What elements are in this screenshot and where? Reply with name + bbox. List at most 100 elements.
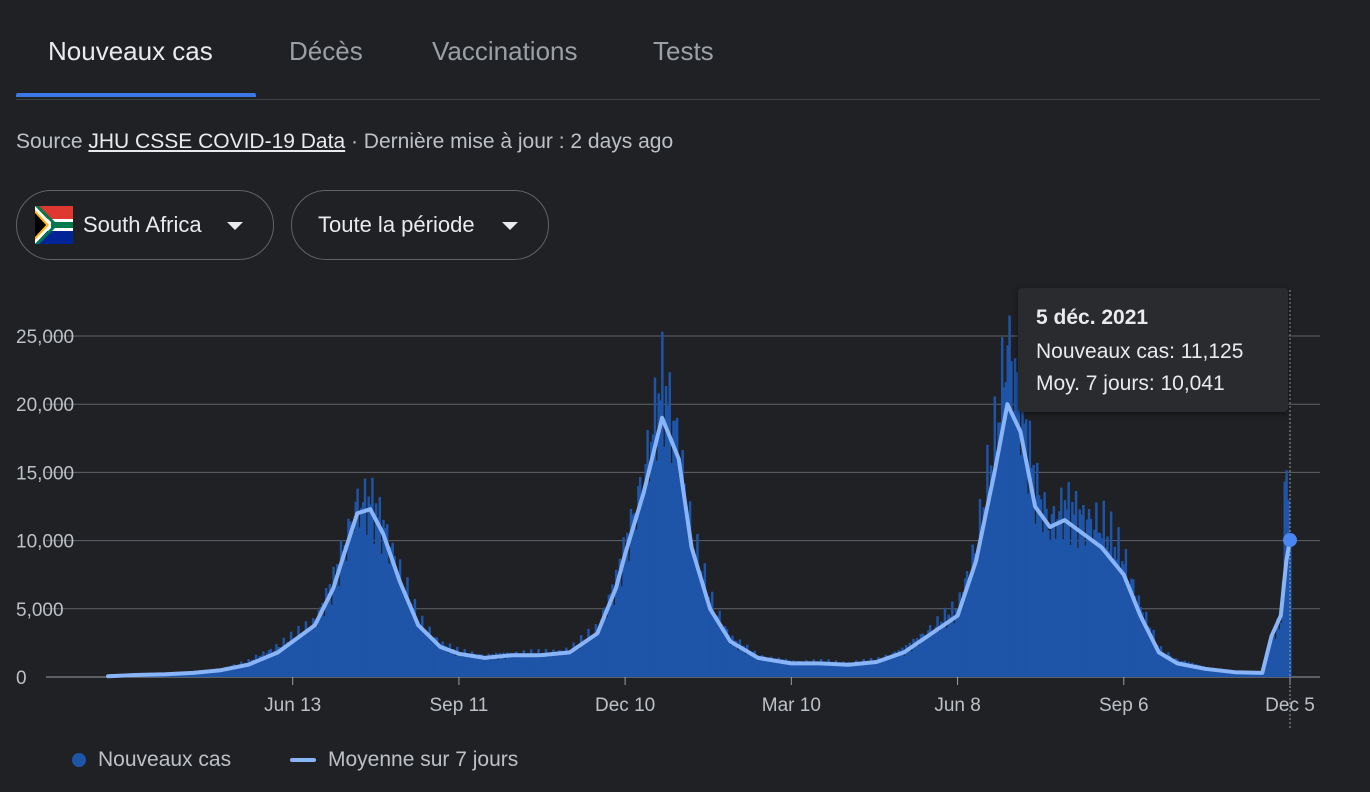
bar (880, 659, 884, 677)
bar (341, 551, 345, 677)
bar (626, 532, 629, 677)
bar (927, 630, 930, 677)
bar (679, 465, 683, 677)
bar (469, 656, 472, 677)
bar (1113, 546, 1117, 677)
bar (672, 420, 675, 677)
bar (657, 393, 660, 677)
bar (295, 641, 298, 677)
bar (219, 668, 223, 677)
bar (1242, 672, 1246, 677)
bar (435, 637, 439, 677)
bar (633, 513, 636, 677)
bar (784, 658, 788, 677)
source-line: Source JHU CSSE COVID-19 Data · Dernière… (16, 130, 673, 154)
bar (735, 640, 738, 677)
bar (866, 661, 869, 677)
bar (356, 488, 359, 677)
bar (903, 655, 906, 677)
bar (409, 603, 413, 677)
bar (1137, 595, 1141, 677)
bar (312, 618, 315, 677)
active-tab-indicator (16, 93, 256, 97)
bar (313, 622, 317, 677)
bar (670, 462, 673, 677)
bar (810, 662, 814, 677)
bar (533, 653, 537, 677)
bar (1056, 519, 1059, 677)
bar (1266, 655, 1270, 677)
bar (916, 638, 919, 677)
bar (542, 654, 546, 677)
bar (795, 661, 799, 677)
bar (607, 594, 611, 677)
bar (1117, 527, 1120, 677)
bar (661, 331, 664, 677)
legend-dot-icon (72, 753, 86, 767)
bar (648, 481, 651, 677)
bar (742, 645, 745, 677)
bar (613, 605, 616, 677)
bar (304, 621, 308, 677)
bar (454, 655, 457, 677)
bar (707, 596, 710, 677)
tab-vaccinations[interactable]: Vaccinations (432, 36, 578, 66)
bar (836, 664, 840, 677)
bar (217, 668, 221, 677)
bar (997, 422, 1000, 677)
bar (361, 502, 365, 677)
bar (291, 642, 295, 677)
bar (251, 659, 254, 677)
bar (323, 616, 326, 677)
bar (1023, 423, 1026, 677)
bar (422, 633, 426, 677)
bar (1194, 663, 1198, 677)
bar (541, 653, 544, 677)
period-dropdown[interactable]: Toute la période (291, 190, 549, 260)
bar (1250, 672, 1253, 677)
bar (851, 663, 854, 677)
bar (1052, 506, 1056, 677)
bar (1193, 667, 1196, 677)
bar (1167, 652, 1170, 677)
bar (783, 660, 786, 677)
x-tick-label: Sep 11 (430, 695, 489, 716)
bar (1069, 544, 1072, 677)
bar (879, 659, 882, 677)
bar (474, 656, 478, 677)
bar (1150, 641, 1154, 677)
y-tick-label: 25,000 (16, 327, 74, 348)
bar (1141, 612, 1144, 677)
bar (334, 576, 337, 677)
bar (1272, 635, 1275, 677)
tab-tests[interactable]: Tests (653, 36, 714, 66)
bar (417, 622, 420, 677)
bar (236, 665, 239, 677)
bar (771, 662, 775, 677)
bar (1026, 493, 1030, 677)
bar (1058, 511, 1061, 677)
bar (888, 658, 891, 677)
bar (1050, 514, 1054, 677)
bar (365, 534, 369, 677)
bar (1213, 668, 1216, 677)
bar (664, 385, 668, 677)
tab-deaths[interactable]: Décès (289, 36, 363, 66)
bar (227, 667, 230, 677)
bar (369, 504, 372, 677)
bar (759, 658, 762, 677)
bar (781, 659, 784, 677)
bar (352, 531, 356, 677)
bar (1169, 655, 1172, 677)
bar (921, 633, 924, 677)
bar (980, 525, 984, 677)
bar (871, 661, 875, 677)
x-tick-label: Jun 8 (934, 695, 980, 716)
bar (380, 553, 383, 677)
country-dropdown[interactable]: South Africa (16, 190, 274, 260)
source-link[interactable]: JHU CSSE COVID-19 Data (88, 130, 346, 153)
bar (819, 658, 823, 677)
bar (1133, 595, 1137, 677)
tab-new-cases[interactable]: Nouveaux cas (48, 36, 213, 66)
bar (561, 653, 564, 677)
